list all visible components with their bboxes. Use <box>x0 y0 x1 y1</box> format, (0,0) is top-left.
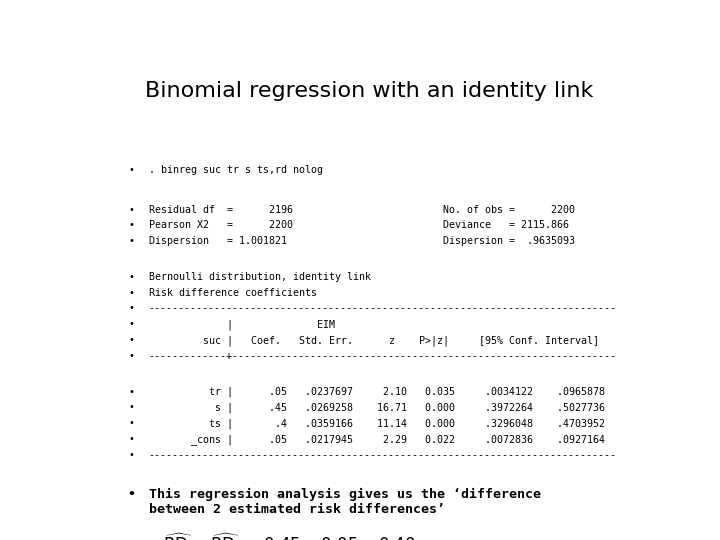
Text: •: • <box>128 488 136 501</box>
Text: Residual df  =      2196                         No. of obs =      2200: Residual df = 2196 No. of obs = 2200 <box>148 205 575 214</box>
Text: •: • <box>129 402 135 413</box>
Text: •: • <box>129 236 135 246</box>
Text: ------------------------------------------------------------------------------: ----------------------------------------… <box>148 450 616 460</box>
Text: •: • <box>129 434 135 444</box>
Text: •: • <box>129 351 135 361</box>
Text: •: • <box>129 450 135 460</box>
Text: _cons |      .05   .0217945     2.29   0.022     .0072836    .0927164: _cons | .05 .0217945 2.29 0.022 .0072836… <box>148 434 605 445</box>
Text: •: • <box>129 288 135 298</box>
Text: •: • <box>129 319 135 329</box>
Text: -------------+----------------------------------------------------------------: -------------+--------------------------… <box>148 351 616 361</box>
Text: $\widehat{\rm RD}_1\!-\!\widehat{\rm RD}_0 = 0.45 - 0.05 = 0.40$: $\widehat{\rm RD}_1\!-\!\widehat{\rm RD}… <box>163 531 415 540</box>
Text: tr |      .05   .0237697     2.10   0.035     .0034122    .0965878: tr | .05 .0237697 2.10 0.035 .0034122 .0… <box>148 387 605 397</box>
Text: •: • <box>129 272 135 282</box>
Text: •: • <box>129 303 135 313</box>
Text: ts |       .4   .0359166    11.14   0.000     .3296048    .4703952: ts | .4 .0359166 11.14 0.000 .3296048 .4… <box>148 418 605 429</box>
Text: Binomial regression with an identity link: Binomial regression with an identity lin… <box>145 82 593 102</box>
Text: •: • <box>129 418 135 428</box>
Text: ------------------------------------------------------------------------------: ----------------------------------------… <box>148 303 616 313</box>
Text: s |      .45   .0269258    16.71   0.000     .3972264    .5027736: s | .45 .0269258 16.71 0.000 .3972264 .5… <box>148 402 605 413</box>
Text: Pearson X2   =      2200                         Deviance   = 2115.866: Pearson X2 = 2200 Deviance = 2115.866 <box>148 220 569 230</box>
Text: Bernoulli distribution, identity link: Bernoulli distribution, identity link <box>148 272 371 282</box>
Text: •: • <box>129 335 135 345</box>
Text: Risk difference coefficients: Risk difference coefficients <box>148 288 317 298</box>
Text: This regression analysis gives us the ‘difference
between 2 estimated risk diffe: This regression analysis gives us the ‘d… <box>148 488 541 516</box>
Text: •: • <box>129 205 135 214</box>
Text: suc |   Coef.   Std. Err.      z    P>|z|     [95% Conf. Interval]: suc | Coef. Std. Err. z P>|z| [95% Conf.… <box>148 335 598 346</box>
Text: |              EIM: | EIM <box>148 319 335 330</box>
Text: •: • <box>129 220 135 230</box>
Text: Dispersion   = 1.001821                          Dispersion =  .9635093: Dispersion = 1.001821 Dispersion = .9635… <box>148 236 575 246</box>
Text: •: • <box>129 387 135 396</box>
Text: •: • <box>129 165 135 174</box>
Text: . binreg suc tr s ts,rd nolog: . binreg suc tr s ts,rd nolog <box>148 165 323 174</box>
